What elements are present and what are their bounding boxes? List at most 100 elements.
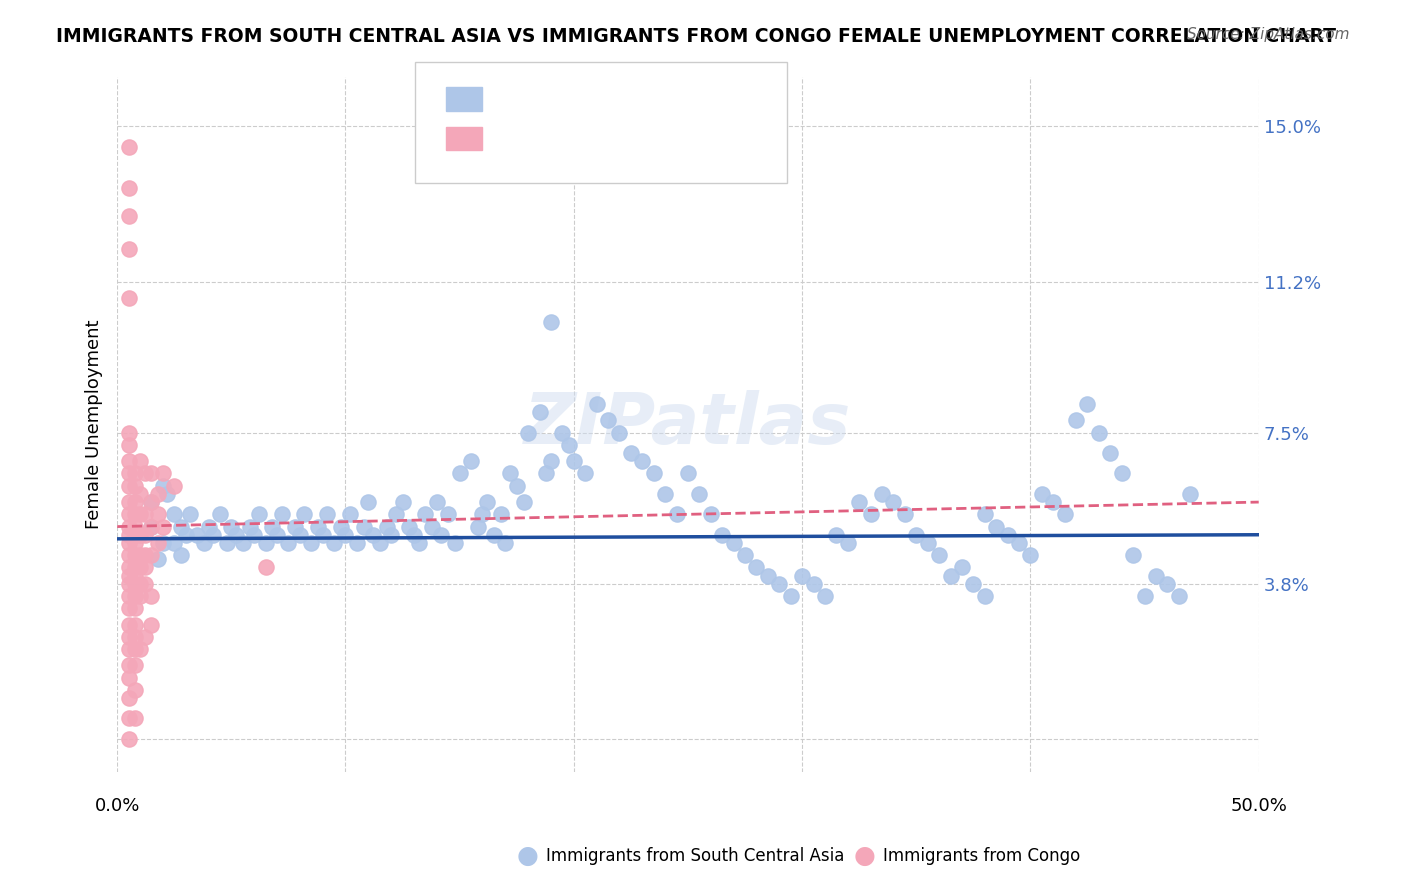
- Point: [848, 495, 870, 509]
- Point: [574, 467, 596, 481]
- Point: [124, 527, 146, 541]
- Point: [117, 601, 139, 615]
- Point: [124, 508, 146, 522]
- Point: [124, 711, 146, 725]
- Point: [475, 495, 498, 509]
- Point: [339, 508, 361, 522]
- Point: [517, 425, 540, 440]
- Point: [950, 560, 973, 574]
- Point: [117, 291, 139, 305]
- Point: [551, 425, 574, 440]
- Point: [277, 536, 299, 550]
- Point: [1088, 425, 1111, 440]
- Point: [117, 731, 139, 746]
- Text: 76: 76: [626, 128, 657, 146]
- Point: [124, 519, 146, 533]
- Point: [129, 576, 152, 591]
- Y-axis label: Female Unemployment: Female Unemployment: [86, 319, 103, 529]
- Point: [254, 536, 277, 550]
- Point: [129, 454, 152, 468]
- Point: [152, 479, 174, 493]
- Point: [247, 508, 270, 522]
- Point: [134, 548, 156, 562]
- Point: [129, 642, 152, 657]
- Point: [152, 536, 174, 550]
- Point: [402, 527, 425, 541]
- Text: N =: N =: [575, 128, 627, 146]
- Point: [170, 548, 193, 562]
- Point: [316, 508, 339, 522]
- Point: [262, 519, 284, 533]
- Point: [398, 519, 420, 533]
- Point: [163, 508, 186, 522]
- Point: [254, 560, 277, 574]
- Point: [323, 536, 346, 550]
- Point: [117, 576, 139, 591]
- Point: [270, 508, 292, 522]
- Point: [430, 527, 453, 541]
- Point: [124, 548, 146, 562]
- Text: ●: ●: [853, 845, 876, 868]
- Point: [540, 315, 562, 329]
- Point: [620, 446, 643, 460]
- Point: [986, 519, 1008, 533]
- Point: [1167, 589, 1189, 603]
- Point: [1042, 495, 1064, 509]
- Point: [124, 467, 146, 481]
- Point: [174, 527, 197, 541]
- Point: [148, 508, 170, 522]
- Point: [124, 642, 146, 657]
- Text: 0.004: 0.004: [533, 128, 589, 146]
- Point: [380, 527, 402, 541]
- Point: [193, 536, 215, 550]
- Point: [471, 508, 494, 522]
- Point: [292, 508, 315, 522]
- Point: [148, 536, 170, 550]
- Point: [124, 658, 146, 673]
- Point: [129, 589, 152, 603]
- Point: [141, 519, 163, 533]
- Point: [117, 548, 139, 562]
- Point: [1019, 548, 1042, 562]
- Point: [239, 519, 262, 533]
- Text: 0.009: 0.009: [533, 89, 589, 107]
- Point: [928, 548, 950, 562]
- Point: [803, 576, 825, 591]
- Point: [711, 527, 734, 541]
- Point: [117, 242, 139, 256]
- Point: [1053, 508, 1076, 522]
- Point: [129, 560, 152, 574]
- Point: [124, 617, 146, 632]
- Point: [375, 519, 398, 533]
- Point: [186, 527, 208, 541]
- Point: [170, 519, 193, 533]
- Point: [1122, 548, 1144, 562]
- Point: [596, 413, 619, 427]
- Point: [141, 548, 163, 562]
- Point: [117, 209, 139, 223]
- Point: [129, 548, 152, 562]
- Point: [870, 487, 893, 501]
- Point: [329, 519, 352, 533]
- Point: [117, 630, 139, 644]
- Point: [460, 454, 482, 468]
- Point: [197, 519, 219, 533]
- Point: [499, 467, 522, 481]
- Text: 0.0%: 0.0%: [94, 797, 139, 814]
- Point: [141, 467, 163, 481]
- Point: [117, 711, 139, 725]
- Point: [288, 527, 311, 541]
- Point: [148, 487, 170, 501]
- Point: [141, 617, 163, 632]
- Point: [163, 536, 186, 550]
- Point: [558, 438, 581, 452]
- Point: [859, 508, 882, 522]
- Text: ZIPatlas: ZIPatlas: [524, 390, 852, 459]
- Point: [734, 548, 756, 562]
- Point: [124, 630, 146, 644]
- Point: [134, 467, 156, 481]
- Text: 50.0%: 50.0%: [1230, 797, 1286, 814]
- Text: IMMIGRANTS FROM SOUTH CENTRAL ASIA VS IMMIGRANTS FROM CONGO FEMALE UNEMPLOYMENT : IMMIGRANTS FROM SOUTH CENTRAL ASIA VS IM…: [56, 27, 1336, 45]
- Point: [117, 658, 139, 673]
- Point: [997, 527, 1019, 541]
